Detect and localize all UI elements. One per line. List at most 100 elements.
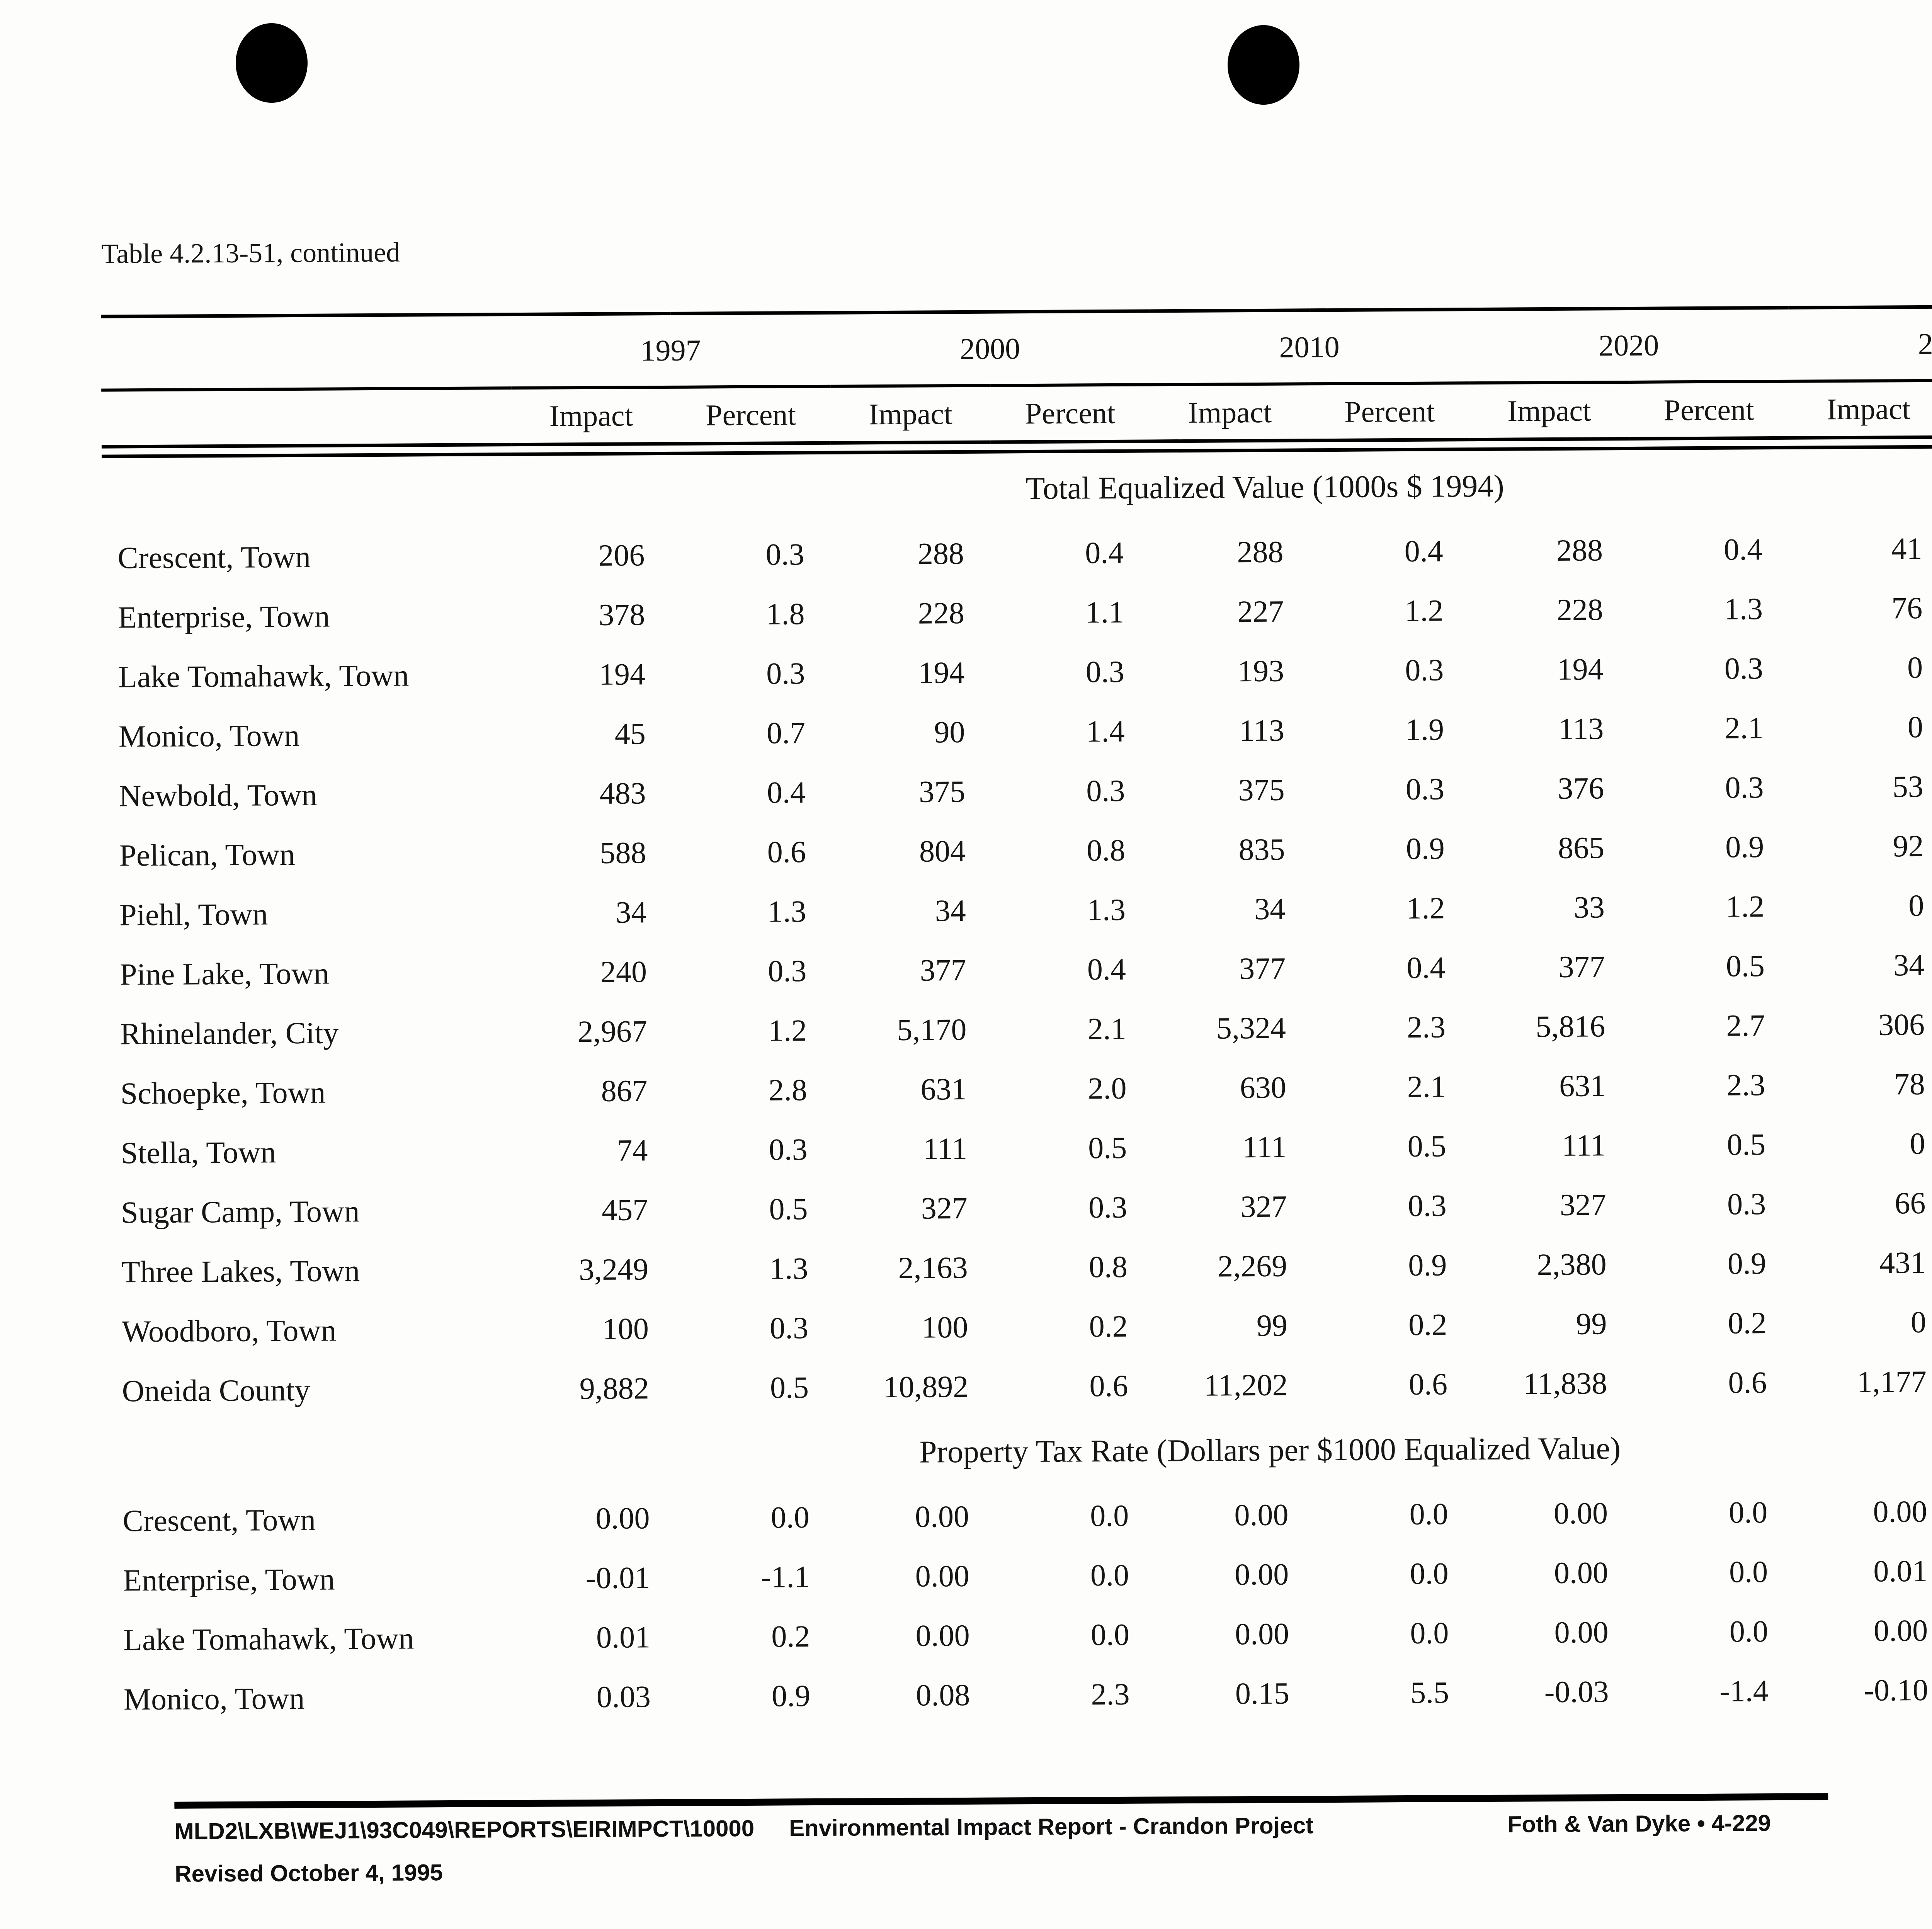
cell-value: 10,892 <box>883 1369 969 1404</box>
table-row: Pelican, Town5880.68040.88350.98650.9920… <box>104 814 1932 886</box>
row-label: Monico, Town <box>118 718 300 754</box>
cell-value: 0.3 <box>1405 653 1444 687</box>
section-row: Total Equalized Value (1000s $ 1994) <box>102 444 1932 529</box>
cell-value: 835 <box>1238 832 1285 867</box>
section-title: Total Equalized Value (1000s $ 1994) <box>1026 468 1504 506</box>
cell-value: 99 <box>1256 1308 1288 1343</box>
cell-value: 375 <box>918 774 966 809</box>
cell-value: 0.00 <box>1873 1494 1927 1529</box>
cell-value: 0 <box>1907 710 1923 744</box>
row-label: Pine Lake, Town <box>119 956 330 992</box>
cell-value: 0.01 <box>596 1620 651 1655</box>
cell-value: 0.00 <box>915 1559 970 1594</box>
cell-value: 0.9 <box>1725 830 1764 864</box>
cell-value: 0.0 <box>1090 1558 1129 1592</box>
table-row: Sugar Camp, Town 457 0.5 327 0.3 327 0.3 327 0.3… <box>105 1171 1932 1243</box>
cell-value: 1.3 <box>767 894 806 929</box>
cell-value: 240 <box>600 954 647 989</box>
cell-value: 5.5 <box>1410 1675 1449 1710</box>
cell-value: 0.01 <box>1873 1554 1928 1589</box>
cell-value: 0.7 <box>766 716 806 750</box>
cell-value: 100 <box>602 1312 649 1346</box>
cell-value: 5,324 <box>1216 1011 1286 1046</box>
row-label: Monico, Town <box>123 1681 305 1716</box>
footer-file-path: MLD2\LXB\WEJ1\93C049\REPORTS\EIRIMPCT\10… <box>174 1815 755 1844</box>
cell-value: 1,177 <box>1857 1364 1927 1399</box>
impact-table-container: 199720002010202020302036 ImpactPercentIm… <box>101 303 1932 1730</box>
cell-value: 0.5 <box>1726 949 1765 983</box>
cell-value: 0.5 <box>1407 1129 1446 1164</box>
punch-hole-center-icon <box>1228 25 1299 105</box>
cell-value: 3,249 <box>578 1252 649 1287</box>
cell-value: 227 <box>1237 594 1284 629</box>
cell-value: 0.00 <box>915 1499 969 1534</box>
cell-value: 377 <box>1239 951 1286 986</box>
cell-value: -0.03 <box>1544 1674 1609 1709</box>
cell-value: 867 <box>601 1073 648 1108</box>
cell-value: 113 <box>1558 711 1604 746</box>
footer-source-line: MLD2\LXB\WEJ1\93C049\REPORTS\EIRIMPCT\10… <box>175 1812 1314 1844</box>
cell-value: 113 <box>1239 713 1285 748</box>
cell-value: 0.5 <box>770 1370 809 1405</box>
cell-value: 5,816 <box>1536 1009 1605 1044</box>
footer-revised-line: Revised October 4, 1995 <box>175 1859 443 1887</box>
cell-value: 0.9 <box>1406 831 1445 866</box>
cell-value: 288 <box>1556 533 1603 568</box>
cell-value: 0.3 <box>1085 655 1125 689</box>
cell-value: 0.0 <box>770 1500 810 1535</box>
column-header: Impact <box>1150 384 1310 441</box>
cell-value: 100 <box>922 1310 968 1345</box>
cell-value: 34 <box>616 895 647 930</box>
row-label: Lake Tomahawk, Town <box>118 658 409 694</box>
cell-value: 1.1 <box>1085 595 1124 629</box>
punch-hole-left-icon <box>236 23 308 103</box>
row-label: Enterprise, Town <box>123 1562 335 1597</box>
cell-value: 0.0 <box>1410 1616 1449 1650</box>
row-label: Three Lakes, Town <box>121 1254 360 1289</box>
row-label: Sugar Camp, Town <box>121 1194 360 1230</box>
cell-value: 0.3 <box>765 537 804 572</box>
cell-value: 111 <box>923 1131 968 1166</box>
column-header: Impact <box>1469 382 1629 440</box>
cell-value: 0.00 <box>1554 1555 1609 1590</box>
cell-value: 0.4 <box>1404 534 1443 568</box>
column-header: Impact <box>511 387 671 445</box>
impact-table: 199720002010202020302036 ImpactPercentIm… <box>101 303 1932 1730</box>
cell-value: 0.2 <box>771 1619 810 1654</box>
cell-value: 0.5 <box>1088 1131 1127 1165</box>
cell-value: 327 <box>1560 1187 1607 1222</box>
table-caption: Table 4.2.13-51, continued <box>101 236 400 269</box>
cell-value: 2.3 <box>1091 1677 1130 1711</box>
year-header: 2000 <box>830 311 1150 386</box>
cell-value: 306 <box>1878 1007 1925 1042</box>
table-row: Lake Tomahawk, Town 0.01 0.2 0.00 0.0 0.00 0.0… <box>108 1598 1932 1670</box>
column-header: Percent <box>1629 381 1789 439</box>
cell-value: 76 <box>1891 591 1923 625</box>
cell-value: 2.7 <box>1726 1008 1765 1043</box>
table-row: Three Lakes, Town 3,249 1.3 2,163 0.8 2,269 0.… <box>106 1230 1932 1302</box>
column-header: Percent <box>671 386 831 444</box>
cell-value: 0.3 <box>1088 1190 1128 1225</box>
cell-value: 90 <box>934 715 965 749</box>
cell-value: 1.2 <box>768 1013 807 1048</box>
cell-value: 111 <box>1242 1130 1287 1164</box>
row-label: Crescent, Town <box>122 1503 316 1538</box>
cell-value: 377 <box>920 953 966 988</box>
cell-value: 78 <box>1894 1067 1925 1101</box>
cell-value: 34 <box>1893 948 1925 982</box>
cell-value: 66 <box>1895 1186 1926 1220</box>
cell-value: -1.4 <box>1719 1674 1769 1708</box>
cell-value: 0.3 <box>768 954 807 988</box>
cell-value: 0.5 <box>1727 1127 1766 1162</box>
table-corner <box>101 314 511 390</box>
cell-value: 631 <box>1559 1068 1606 1103</box>
cell-value: 0.0 <box>1409 1497 1448 1531</box>
table-corner <box>101 388 512 447</box>
cell-value: 111 <box>1561 1128 1606 1163</box>
row-label: Woodboro, Town <box>121 1313 337 1349</box>
cell-value: 457 <box>602 1192 648 1227</box>
cell-value: 630 <box>1240 1070 1286 1105</box>
cell-value: 0.00 <box>595 1501 650 1536</box>
